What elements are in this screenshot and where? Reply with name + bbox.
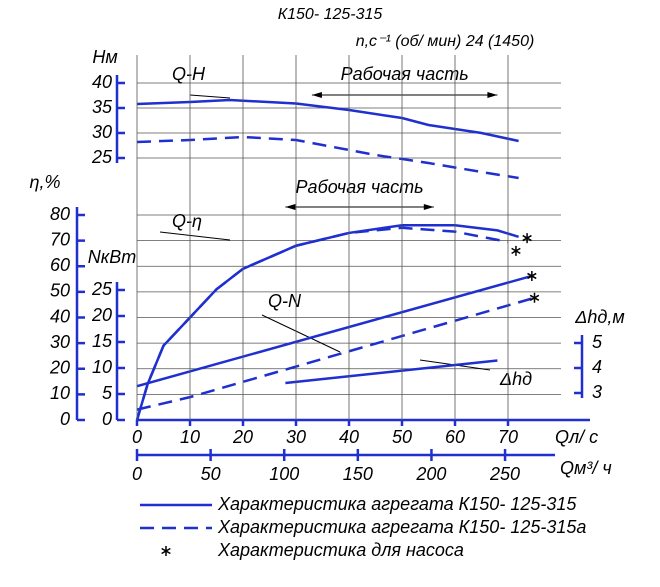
y-tick-label: 50 [50, 281, 70, 301]
curve [135, 224, 519, 421]
y-tick-label: 25 [91, 147, 113, 167]
x2-tick-label: 50 [201, 464, 221, 484]
x-axis-label: Qл/ с [555, 427, 598, 447]
y-tick-label: 10 [92, 357, 112, 377]
curve [135, 226, 509, 421]
y-tick-label: 30 [50, 332, 70, 352]
y-tick-label: 40 [92, 72, 112, 92]
star-marker [527, 270, 537, 281]
x2-tick-label: 0 [132, 464, 142, 484]
x-tick-label: 70 [498, 427, 518, 447]
legend-label: Характеристика агрегата К150- 125-315 [217, 494, 577, 514]
x-tick-label: 60 [445, 427, 465, 447]
star-marker [511, 245, 521, 256]
x-tick-label: 50 [392, 427, 412, 447]
x-tick-label: 0 [132, 427, 142, 447]
x-tick-label: 40 [339, 427, 359, 447]
y-tick-label: 30 [92, 122, 112, 142]
curve [136, 135, 519, 180]
work-zone-arrow [311, 92, 322, 98]
x2-tick-label: 150 [343, 464, 373, 484]
axis-label: NкВт [88, 247, 137, 267]
axis-label: Нм [92, 47, 117, 67]
y-tick-label: 25 [91, 279, 113, 299]
curve-label: Δhд [499, 369, 532, 389]
x2-tick-label: 200 [415, 464, 446, 484]
y-tick-label: 5 [592, 332, 603, 352]
curve [285, 359, 498, 385]
star-marker [522, 233, 532, 244]
x2-axis-label: Qм³/ ч [560, 458, 612, 478]
legend-label: Характеристика для насоса [217, 540, 464, 560]
y-tick-label: 0 [60, 409, 70, 429]
legend-label: Характеристика агрегата К150- 125-315а [217, 517, 586, 537]
y-tick-label: 40 [50, 306, 70, 326]
work-zone-arrow [487, 92, 498, 98]
y-tick-label: 4 [592, 357, 602, 377]
x2-tick-label: 250 [489, 464, 520, 484]
leader-line [189, 94, 231, 99]
leader-line [159, 231, 231, 241]
y-tick-label: 3 [592, 382, 602, 402]
curve-label: Q-η [172, 211, 202, 231]
leader-line [261, 314, 341, 353]
x2-tick-label: 100 [269, 464, 299, 484]
y-tick-label: 35 [92, 97, 113, 117]
work-zone-arrow [423, 204, 434, 210]
legend-star [161, 546, 171, 556]
y-tick-label: 15 [92, 331, 113, 351]
x-tick-label: 30 [286, 427, 306, 447]
y-tick-label: 80 [50, 204, 70, 224]
axis-label: η,% [30, 172, 61, 192]
x-tick-label: 20 [232, 427, 253, 447]
y-tick-label: 5 [102, 383, 113, 403]
curve-label: Q-H [172, 64, 206, 84]
chart-title: К150- 125-315 [278, 6, 383, 23]
curve [136, 296, 535, 411]
y-tick-label: 10 [50, 383, 70, 403]
chart-subtitle: n,с⁻¹ (об/ мин) 24 (1450) [356, 33, 535, 50]
y-tick-label: 20 [91, 305, 112, 325]
axis-label: Δhд,м [574, 307, 624, 327]
curve [136, 274, 533, 388]
y-tick-label: 0 [102, 409, 112, 429]
y-tick-label: 20 [49, 358, 70, 378]
work-zone-label: Рабочая часть [296, 177, 424, 197]
work-zone-label: Рабочая часть [341, 64, 469, 84]
y-tick-label: 60 [50, 255, 70, 275]
y-tick-label: 70 [50, 229, 70, 249]
star-marker [529, 292, 540, 303]
x-tick-label: 10 [180, 427, 200, 447]
curve [136, 98, 519, 143]
curve-label: Q-N [268, 291, 302, 311]
work-zone-arrow [285, 204, 296, 210]
